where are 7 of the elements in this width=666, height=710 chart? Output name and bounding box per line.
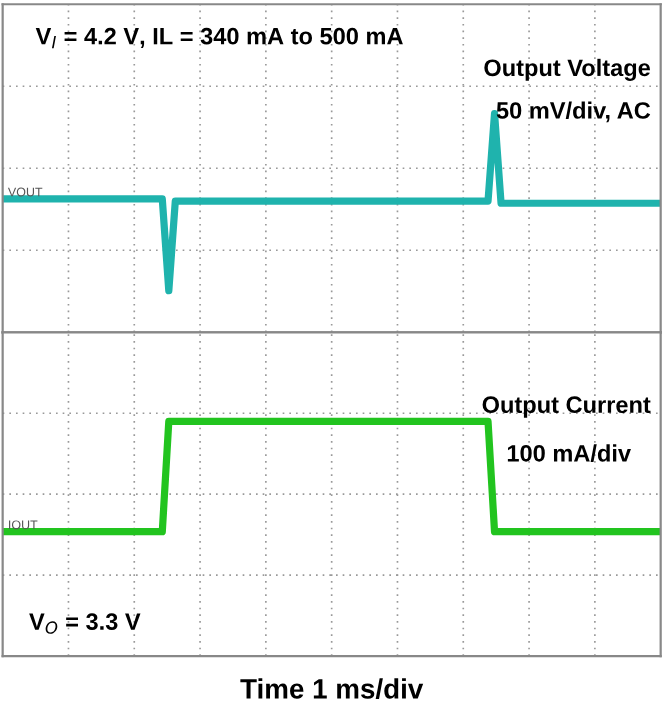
chart-title: V$_{I}$ = 4.2 V, IL = 340 mA to 500 mA bbox=[35, 27, 403, 49]
annotation: 50 mV/div, AC bbox=[496, 101, 651, 123]
text: Output Voltage bbox=[484, 58, 651, 81]
x-axis-title: Time 1 ms/div bbox=[240, 678, 424, 699]
annotation: 100 mA/div bbox=[507, 444, 631, 462]
text: Output Current bbox=[482, 396, 651, 418]
annotation: V$_{O}$ = 3.3 V bbox=[29, 613, 141, 634]
